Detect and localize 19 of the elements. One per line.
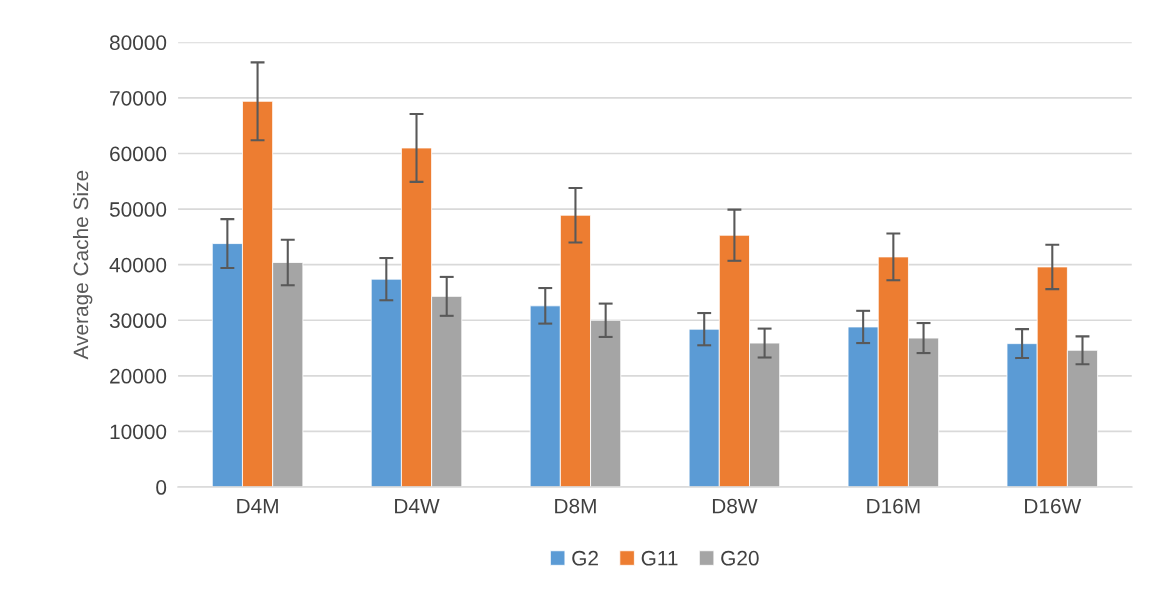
y-tick-label: 80000	[109, 35, 167, 51]
x-tick-label: D16W	[1025, 498, 1082, 514]
y-tick-label: 10000	[110, 424, 167, 440]
y-tick-label: 60000	[110, 146, 167, 162]
y-tick-label: 70000	[110, 90, 167, 106]
x-tick-label: D16M	[867, 498, 920, 514]
legend-label: G20	[721, 550, 759, 566]
x-tick-label: D8M	[555, 498, 596, 514]
legend-label: G2	[572, 550, 598, 566]
x-tick-label: D4M	[237, 498, 278, 514]
x-tick-label: D4W	[395, 498, 440, 514]
y-tick-label: 30000	[109, 313, 167, 329]
y-tick-label: 0	[156, 480, 167, 495]
y-tick-label: 20000	[110, 368, 167, 384]
y-tick-label: 40000	[109, 257, 167, 273]
legend-label: G11	[641, 550, 678, 566]
x-tick-label: D8W	[712, 498, 758, 514]
y-tick-label: 50000	[109, 202, 167, 217]
y-axis-title: Average Cache Size	[72, 170, 93, 360]
